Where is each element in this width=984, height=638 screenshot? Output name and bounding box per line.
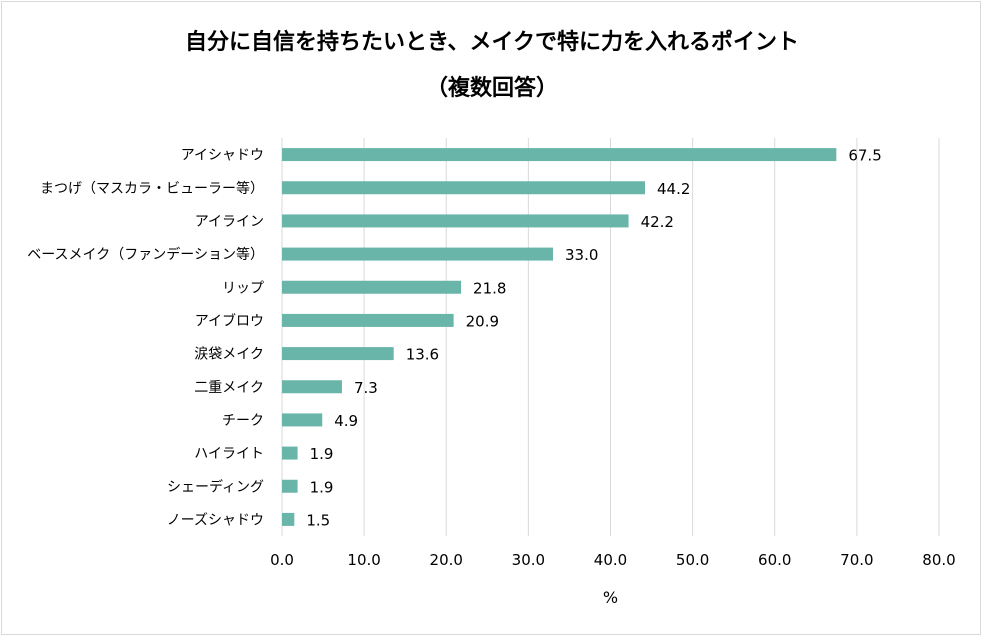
x-tick-label: 20.0 bbox=[430, 551, 463, 569]
category-label: まつげ（マスカラ・ビューラー等） bbox=[40, 180, 264, 197]
x-tick-label: 10.0 bbox=[347, 551, 380, 569]
bar bbox=[282, 512, 295, 526]
data-label: 1.5 bbox=[306, 511, 330, 529]
bar bbox=[282, 413, 323, 427]
category-label: アイライン bbox=[195, 214, 264, 230]
x-tick-label: 50.0 bbox=[676, 551, 709, 569]
category-label: アイブロウ bbox=[195, 312, 264, 329]
data-label: 1.9 bbox=[310, 445, 334, 463]
bar bbox=[282, 214, 629, 228]
data-label: 42.2 bbox=[641, 213, 674, 231]
x-tick-label: 60.0 bbox=[758, 551, 791, 569]
data-label: 44.2 bbox=[657, 180, 690, 198]
category-label: アイシャドウ bbox=[181, 148, 264, 164]
category-label: ベースメイク（ファンデーション等） bbox=[27, 246, 264, 263]
data-label: 7.3 bbox=[354, 379, 378, 397]
bar bbox=[282, 313, 454, 327]
data-label: 4.9 bbox=[334, 412, 358, 430]
category-label: ノーズシャドウ bbox=[167, 512, 264, 528]
bar bbox=[282, 181, 645, 195]
bar bbox=[282, 247, 554, 261]
chart-title: 自分に自信を持ちたいとき、メイクで特に力を入れるポイント bbox=[184, 30, 800, 55]
bar bbox=[282, 446, 298, 460]
category-label: チーク bbox=[222, 413, 264, 429]
category-label: 涙袋メイク bbox=[194, 346, 264, 363]
bar bbox=[282, 380, 342, 394]
x-tick-label: 70.0 bbox=[840, 551, 873, 569]
data-label: 13.6 bbox=[406, 346, 439, 364]
bar bbox=[282, 347, 394, 361]
x-tick-label: 80.0 bbox=[922, 551, 955, 569]
data-label: 21.8 bbox=[473, 279, 506, 297]
category-label: ハイライト bbox=[194, 446, 264, 462]
category-label: 二重メイク bbox=[194, 380, 264, 396]
category-label: シェーディング bbox=[167, 478, 264, 495]
data-label: 20.9 bbox=[466, 312, 499, 330]
data-label: 1.9 bbox=[310, 478, 334, 496]
data-label: 67.5 bbox=[848, 147, 881, 165]
bar bbox=[282, 280, 462, 294]
bar bbox=[282, 479, 298, 493]
data-label: 33.0 bbox=[565, 246, 598, 264]
category-label: リップ bbox=[222, 280, 264, 296]
x-axis-title: % bbox=[603, 588, 618, 607]
bar bbox=[282, 148, 837, 162]
x-tick-label: 30.0 bbox=[512, 551, 545, 569]
x-tick-label: 0.0 bbox=[270, 551, 294, 569]
chart-subtitle: （複数回答） bbox=[425, 76, 558, 101]
x-tick-label: 40.0 bbox=[594, 551, 627, 569]
